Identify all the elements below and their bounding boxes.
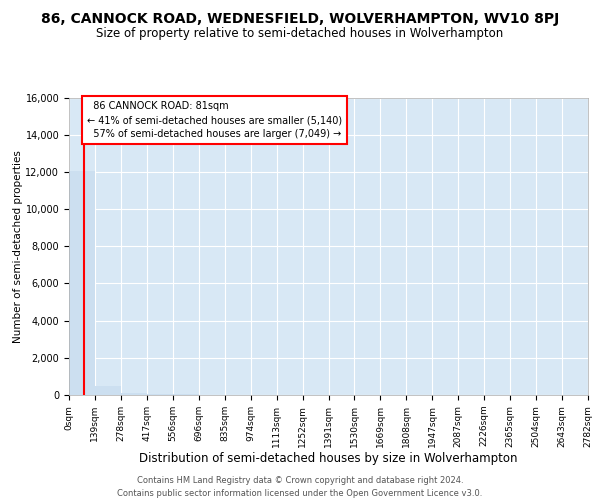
Text: 86, CANNOCK ROAD, WEDNESFIELD, WOLVERHAMPTON, WV10 8PJ: 86, CANNOCK ROAD, WEDNESFIELD, WOLVERHAM…: [41, 12, 559, 26]
Y-axis label: Number of semi-detached properties: Number of semi-detached properties: [13, 150, 23, 342]
Bar: [147, 394, 173, 395]
Text: 86 CANNOCK ROAD: 81sqm
← 41% of semi-detached houses are smaller (5,140)
  57% o: 86 CANNOCK ROAD: 81sqm ← 41% of semi-det…: [87, 101, 342, 139]
Bar: [121, 393, 147, 395]
Bar: [69, 171, 95, 395]
Bar: [95, 386, 121, 395]
Text: Size of property relative to semi-detached houses in Wolverhampton: Size of property relative to semi-detach…: [97, 28, 503, 40]
X-axis label: Distribution of semi-detached houses by size in Wolverhampton: Distribution of semi-detached houses by …: [139, 452, 518, 466]
Bar: [173, 394, 199, 395]
Text: Contains HM Land Registry data © Crown copyright and database right 2024.
Contai: Contains HM Land Registry data © Crown c…: [118, 476, 482, 498]
